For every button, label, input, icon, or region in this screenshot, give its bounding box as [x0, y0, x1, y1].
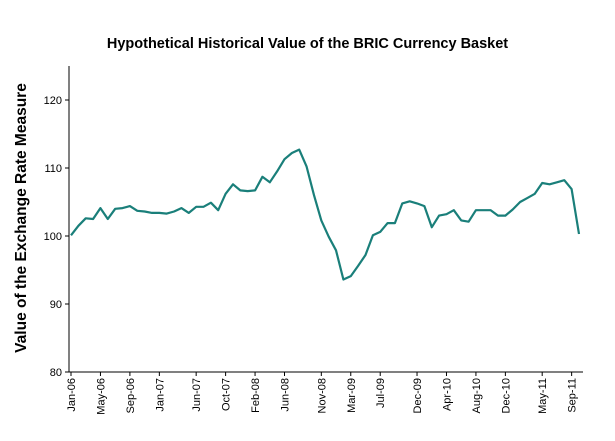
x-tick-label: Nov-08	[316, 378, 328, 413]
chart-title: Hypothetical Historical Value of the BRI…	[106, 36, 509, 52]
y-tick-label: 80	[50, 367, 62, 379]
x-tick-label: Jan-06	[66, 378, 78, 412]
x-tick-label: May-11	[537, 378, 549, 414]
y-tick-label: 110	[44, 163, 62, 175]
y-tick-label: 120	[44, 95, 62, 107]
x-tick-label: Sep-11	[567, 378, 579, 413]
x-ticks: Jan-06 May-06 Sep-06 Jan-07 Jun-07 Oct-07 Feb-…	[66, 372, 579, 415]
x-tick-label: Jun-08	[280, 378, 292, 412]
x-tick-label: Mar-09	[346, 378, 358, 413]
x-tick-label: Dec-10	[500, 378, 512, 413]
x-tick-label: Dec-09	[412, 378, 424, 413]
x-tick-label: Jun-07	[191, 378, 203, 412]
x-tick-label: Feb-08	[250, 378, 262, 413]
x-tick-label: Jan-07	[154, 378, 166, 412]
y-ticks: 80 90 100 110 120	[44, 95, 69, 379]
x-tick-label: Sep-06	[125, 378, 137, 413]
series-line	[70, 148, 581, 281]
x-tick-label: Apr-10	[441, 378, 453, 411]
axes	[68, 66, 583, 373]
x-tick-label: Oct-07	[221, 378, 233, 411]
x-tick-label: Jul-09	[375, 378, 387, 408]
x-tick-label: May-06	[95, 378, 107, 415]
x-tick-label: Aug-10	[471, 378, 483, 413]
y-tick-label: 90	[50, 299, 62, 311]
y-tick-label: 100	[44, 231, 62, 243]
